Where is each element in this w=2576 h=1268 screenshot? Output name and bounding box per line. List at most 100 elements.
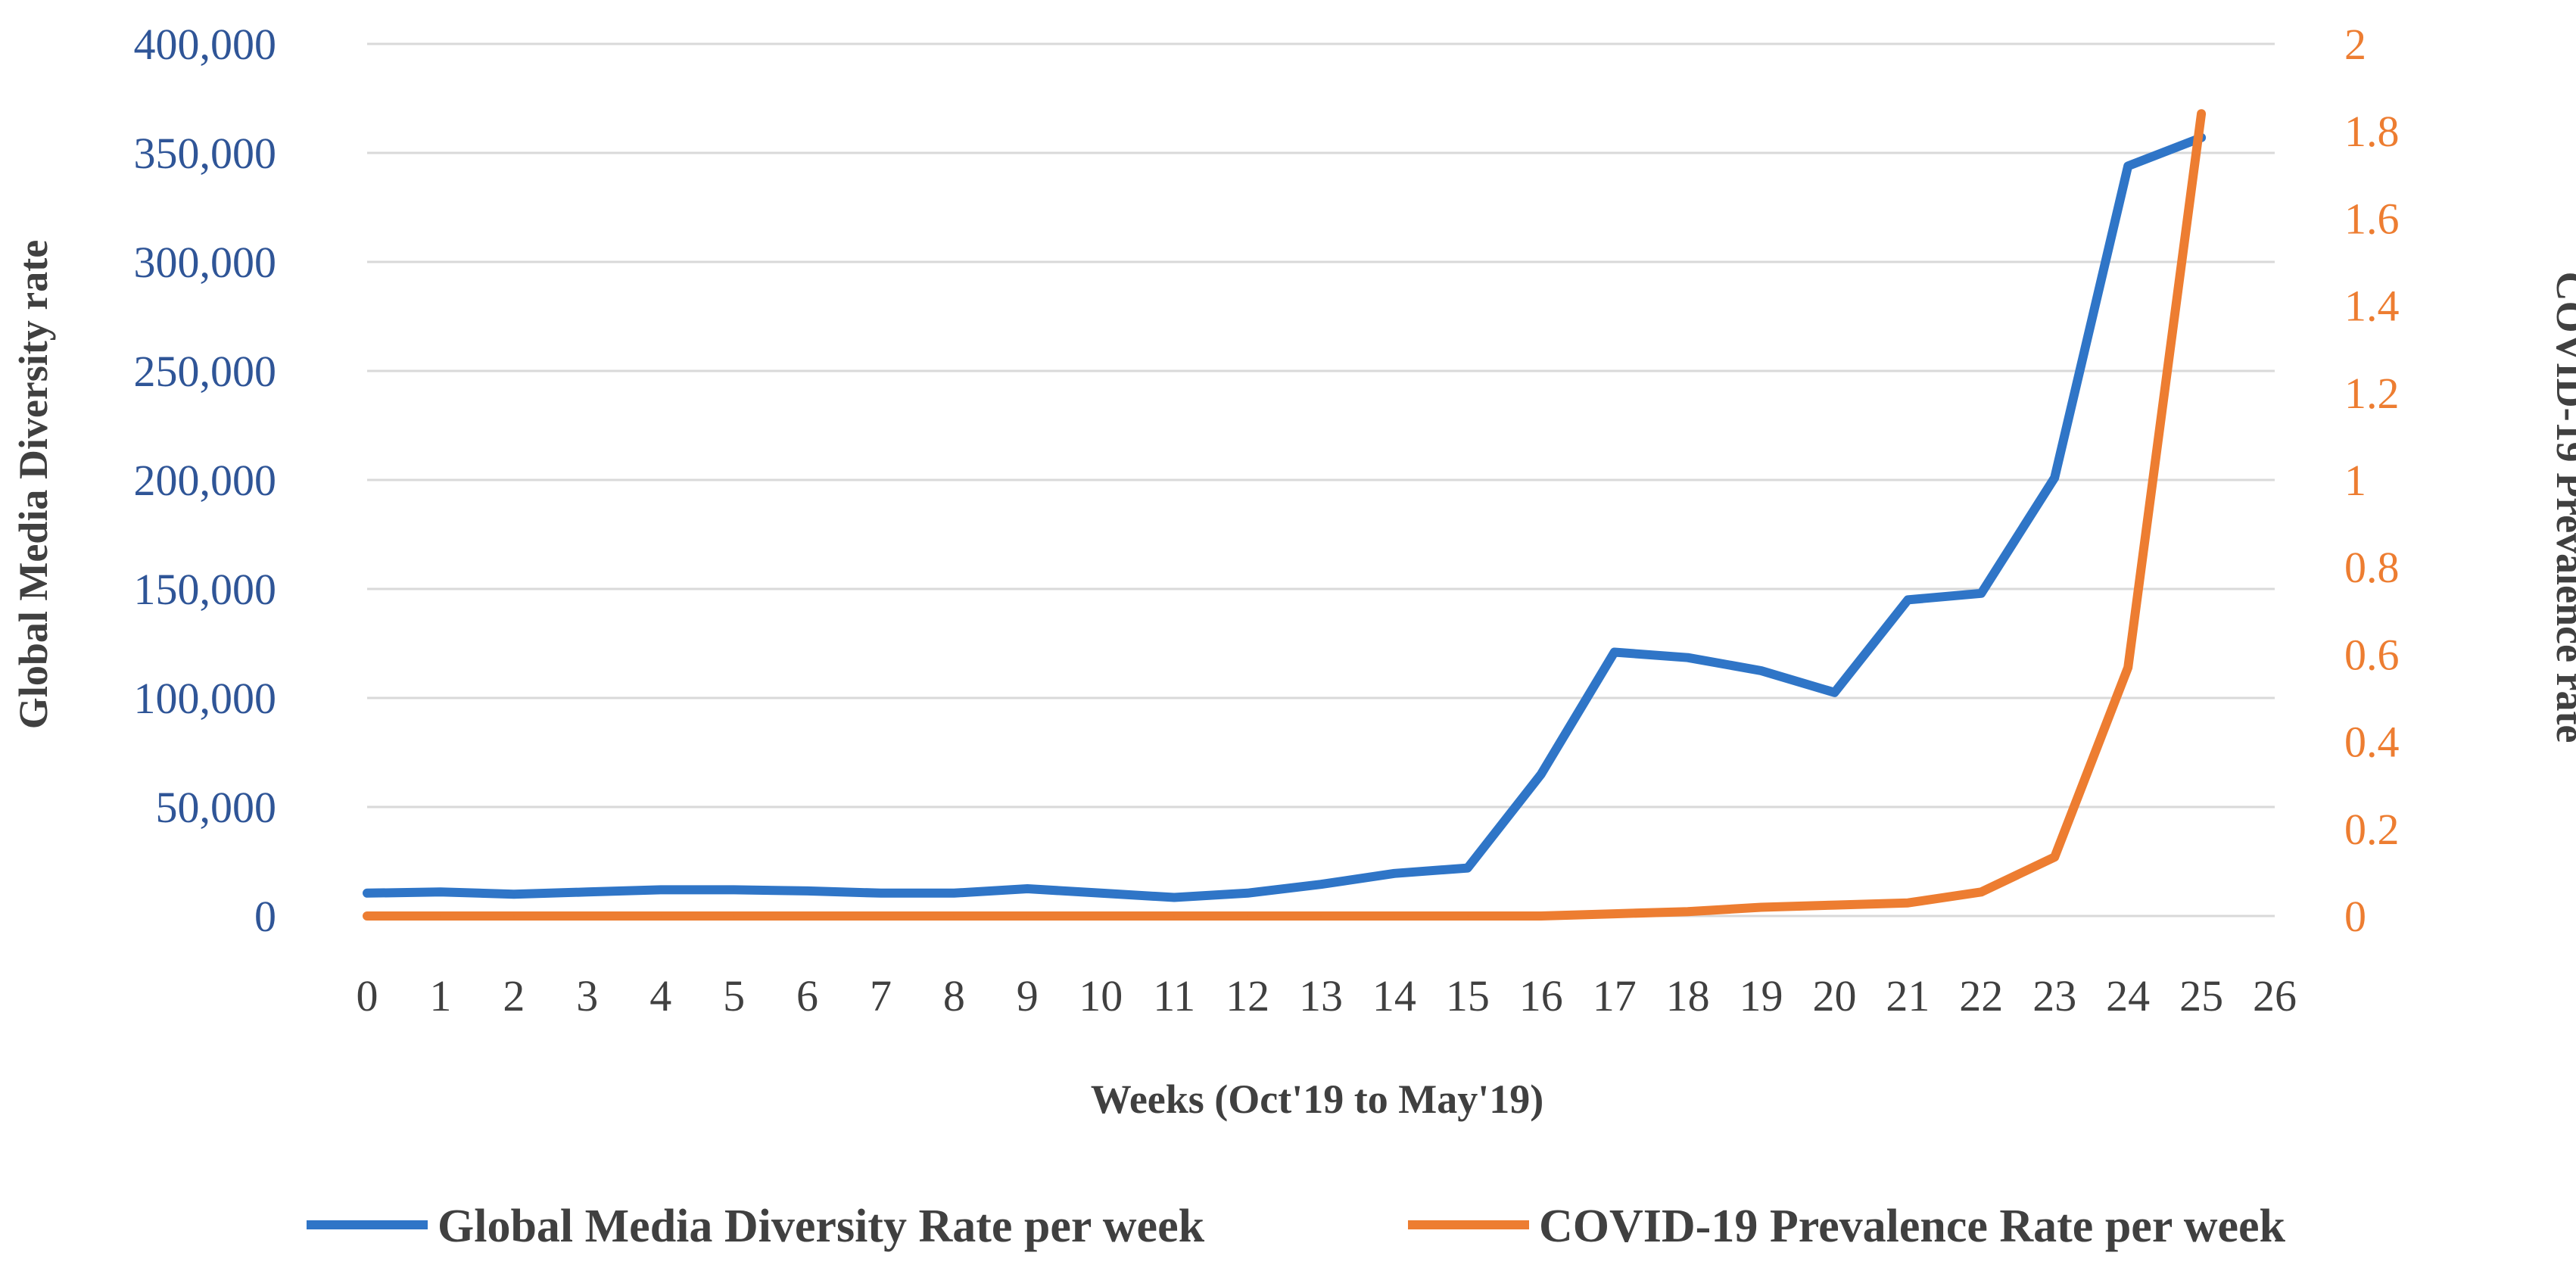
data-point bbox=[439, 891, 441, 893]
right-tick-label: 1 bbox=[2344, 456, 2366, 505]
data-point bbox=[366, 892, 368, 894]
x-tick-label: 22 bbox=[1959, 971, 2003, 1020]
left-tick-label: 350,000 bbox=[134, 129, 277, 178]
data-point bbox=[1247, 892, 1249, 894]
data-point bbox=[1687, 911, 1689, 913]
left-tick-label: 250,000 bbox=[134, 347, 277, 396]
right-axis-ticks: 0 0.2 0.4 0.6 0.8 1 1.2 1.4 1.6 1.8 2 bbox=[2344, 20, 2400, 941]
left-tick-label: 200,000 bbox=[134, 456, 277, 505]
left-tick-label: 0 bbox=[254, 892, 276, 941]
x-tick-label: 10 bbox=[1079, 971, 1123, 1020]
data-point bbox=[1026, 915, 1029, 917]
data-point bbox=[1540, 915, 1542, 917]
data-point bbox=[586, 891, 588, 893]
right-tick-label: 1.8 bbox=[2344, 107, 2400, 156]
data-point bbox=[806, 889, 808, 892]
left-axis-title: Global Media Diversity rate bbox=[11, 240, 56, 729]
data-point bbox=[1613, 913, 1615, 915]
data-point bbox=[733, 915, 735, 917]
data-point bbox=[1760, 670, 1762, 671]
data-point bbox=[1173, 915, 1176, 917]
x-tick-label: 11 bbox=[1153, 971, 1195, 1020]
data-point bbox=[366, 915, 368, 917]
data-point bbox=[659, 915, 662, 917]
x-tick-label: 21 bbox=[1886, 971, 1930, 1020]
data-point bbox=[1100, 915, 1102, 917]
gridlines bbox=[367, 42, 2275, 918]
data-point bbox=[880, 915, 882, 917]
data-point bbox=[1026, 888, 1029, 889]
data-point bbox=[1393, 915, 1395, 917]
left-tick-label: 150,000 bbox=[134, 565, 277, 614]
data-point bbox=[806, 915, 808, 917]
data-point bbox=[880, 892, 882, 894]
x-axis-ticks: 0 1 2 3 4 5 6 7 8 9 10 11 12 13 14 15 16 17 18 19 20 21 22 23 24… bbox=[357, 971, 2297, 1020]
data-point bbox=[2201, 113, 2203, 115]
legend-label-covid-prevalence: COVID-19 Prevalence Rate per week bbox=[1539, 1201, 2286, 1252]
right-tick-label: 0.6 bbox=[2344, 630, 2400, 679]
x-tick-label: 26 bbox=[2253, 971, 2297, 1020]
data-point bbox=[2127, 666, 2129, 668]
right-tick-label: 0.2 bbox=[2344, 805, 2400, 854]
x-tick-label: 14 bbox=[1372, 971, 1416, 1020]
x-tick-label: 12 bbox=[1226, 971, 1269, 1020]
data-point bbox=[1760, 906, 1762, 908]
x-tick-label: 13 bbox=[1299, 971, 1343, 1020]
x-tick-label: 24 bbox=[2106, 971, 2150, 1020]
data-point bbox=[953, 915, 955, 917]
data-point bbox=[1613, 651, 1615, 653]
x-tick-label: 20 bbox=[1812, 971, 1856, 1020]
data-point bbox=[1980, 891, 1983, 893]
data-point bbox=[1833, 691, 1836, 693]
left-tick-label: 50,000 bbox=[156, 783, 277, 832]
right-tick-label: 1.2 bbox=[2344, 369, 2400, 418]
legend: Global Media Diversity Rate per week COV… bbox=[307, 1201, 2286, 1252]
x-axis-title: Weeks (Oct'19 to May'19) bbox=[1091, 1076, 1543, 1122]
x-tick-label: 17 bbox=[1593, 971, 1637, 1020]
data-point bbox=[1100, 892, 1102, 894]
series-line-covid-prevalence bbox=[363, 109, 2207, 921]
x-tick-label: 7 bbox=[870, 971, 892, 1020]
x-tick-label: 16 bbox=[1519, 971, 1563, 1020]
x-tick-label: 1 bbox=[429, 971, 451, 1020]
data-point bbox=[1833, 904, 1836, 906]
x-tick-label: 3 bbox=[576, 971, 598, 1020]
left-tick-label: 300,000 bbox=[134, 238, 277, 287]
data-point bbox=[512, 893, 515, 896]
data-point bbox=[1466, 915, 1469, 917]
data-point bbox=[1687, 656, 1689, 659]
x-tick-label: 8 bbox=[943, 971, 965, 1020]
right-tick-label: 0 bbox=[2344, 892, 2366, 941]
x-tick-label: 0 bbox=[357, 971, 378, 1020]
x-tick-label: 9 bbox=[1017, 971, 1039, 1020]
data-point bbox=[2127, 165, 2129, 167]
x-tick-label: 15 bbox=[1446, 971, 1490, 1020]
left-tick-label: 400,000 bbox=[134, 20, 277, 69]
data-point bbox=[1466, 867, 1469, 869]
right-tick-label: 1.4 bbox=[2344, 282, 2400, 331]
left-tick-label: 100,000 bbox=[134, 674, 277, 723]
right-axis-title: COVID-19 Prevalence rate bbox=[2548, 272, 2576, 743]
x-tick-label: 23 bbox=[2032, 971, 2076, 1020]
x-tick-label: 25 bbox=[2179, 971, 2223, 1020]
data-point bbox=[586, 915, 588, 917]
x-tick-label: 6 bbox=[796, 971, 818, 1020]
data-point bbox=[1907, 902, 1909, 904]
data-point bbox=[1320, 883, 1322, 886]
data-point bbox=[512, 915, 515, 917]
data-point bbox=[1320, 915, 1322, 917]
x-tick-label: 5 bbox=[723, 971, 745, 1020]
x-tick-label: 4 bbox=[649, 971, 671, 1020]
right-tick-label: 1.6 bbox=[2344, 194, 2400, 243]
data-point bbox=[439, 915, 441, 917]
x-tick-label: 19 bbox=[1740, 971, 1783, 1020]
right-tick-label: 2 bbox=[2344, 20, 2366, 69]
data-point bbox=[1173, 896, 1176, 899]
series-lines bbox=[363, 109, 2207, 921]
series-line-media-diversity bbox=[363, 132, 2207, 902]
data-point bbox=[659, 889, 662, 891]
data-point bbox=[1247, 915, 1249, 917]
legend-label-media-diversity: Global Media Diversity Rate per week bbox=[438, 1201, 1205, 1252]
right-tick-label: 0.4 bbox=[2344, 718, 2400, 767]
